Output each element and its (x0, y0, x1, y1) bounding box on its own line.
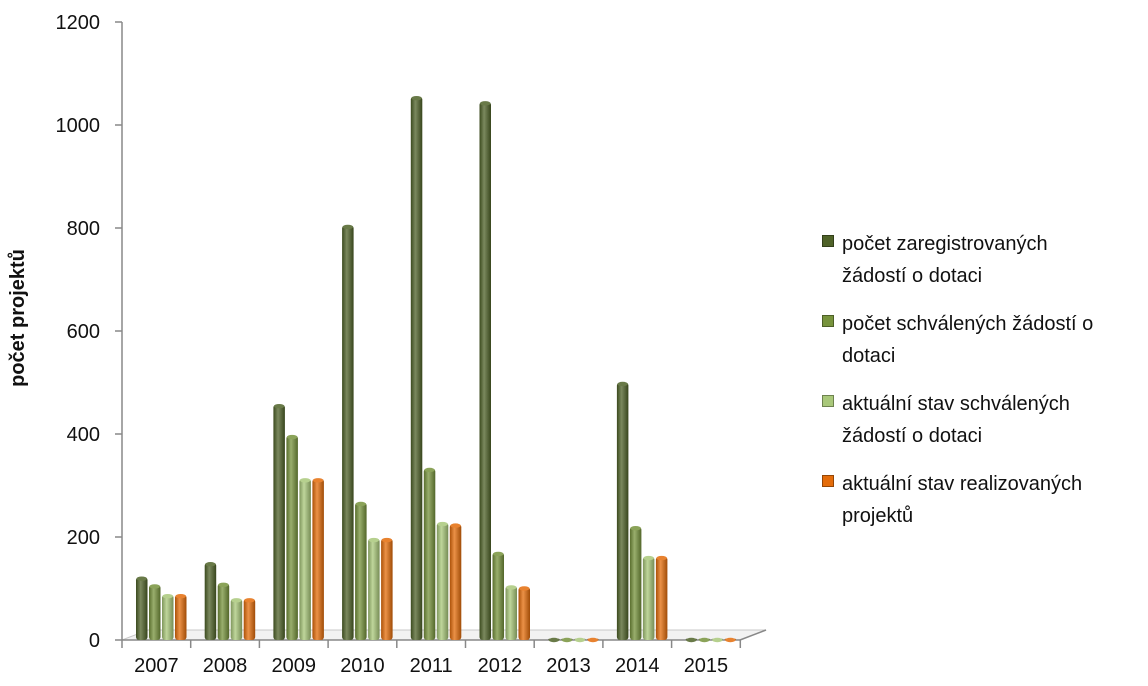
bar (175, 594, 187, 640)
legend-swatch-approved (822, 315, 834, 327)
x-tick-label: 2008 (203, 655, 248, 677)
bar-top (218, 582, 229, 588)
bar (436, 522, 449, 640)
bar (243, 598, 256, 640)
y-tick-label: 400 (67, 424, 100, 446)
bar-top (493, 551, 504, 557)
x-tick-label: 2010 (340, 655, 385, 677)
y-tick-label: 1000 (56, 115, 101, 137)
legend-item: aktuální stav realizovaných projektů (822, 468, 1142, 532)
legend-swatch-registered (822, 235, 834, 247)
bar (518, 586, 530, 640)
x-tick-label: 2011 (410, 655, 453, 677)
bar (136, 577, 148, 640)
legend-label: počet schválených žádostí o dotaci (842, 313, 1094, 367)
bar (410, 96, 423, 641)
bar (368, 538, 380, 640)
bar-top (686, 637, 697, 643)
bar (230, 598, 243, 640)
bar (381, 538, 393, 640)
bar (342, 225, 354, 641)
bar-top (437, 521, 448, 527)
y-tick-label: 0 (89, 630, 100, 652)
y-tick-label: 600 (67, 321, 100, 343)
bar (149, 584, 161, 640)
bar-top (286, 434, 298, 440)
bar-top (561, 637, 573, 643)
bar-top (480, 101, 491, 106)
x-tick-label: 2014 (615, 655, 660, 677)
bar-top (355, 501, 367, 507)
bar-top (244, 598, 255, 603)
y-tick-label: 200 (67, 527, 100, 549)
bar (312, 478, 324, 640)
y-tick-label: 1200 (56, 12, 101, 34)
y-tick-label: 800 (67, 218, 100, 240)
bar-top (656, 555, 667, 561)
bar (492, 552, 504, 640)
bar (505, 585, 517, 640)
bar-top (162, 593, 173, 599)
bar (479, 101, 491, 640)
bar-top (587, 637, 599, 643)
bar-top (712, 637, 723, 643)
legend-label: počet zaregistrovaných žádostí o dotaci (842, 233, 1048, 287)
x-tick-label: 2009 (272, 655, 317, 677)
bar (273, 404, 285, 640)
x-tick-label: 2013 (546, 655, 591, 677)
bar-top (630, 526, 641, 531)
legend-label: aktuální stav schválených žádostí o dota… (842, 393, 1070, 447)
bar-top (342, 224, 354, 230)
legend-item: aktuální stav schválených žádostí o dota… (822, 388, 1142, 452)
bar-top (299, 478, 311, 483)
bar (204, 562, 217, 640)
bar-top (175, 593, 186, 599)
bar-top (273, 403, 285, 409)
bar-top (643, 555, 654, 561)
bar (616, 382, 629, 640)
bar (423, 468, 436, 640)
bar-top (312, 478, 324, 483)
bar-top (548, 637, 560, 643)
bar-top (368, 537, 380, 543)
bar-top (136, 576, 147, 581)
x-tick-label: 2012 (478, 655, 523, 677)
bar-top (617, 381, 628, 387)
bar-top (699, 637, 710, 643)
y-axis-ticks: 0 200 400 600 800 1000 1200 (56, 12, 122, 652)
bar (355, 502, 367, 640)
bar-top (725, 637, 736, 643)
bar (299, 478, 311, 640)
bar-top (149, 584, 160, 589)
bar-top (450, 523, 461, 528)
bar-top (424, 467, 435, 473)
bar-top (205, 562, 216, 567)
bar-top (574, 637, 586, 643)
x-tick-label: 2015 (684, 655, 729, 677)
bars (136, 95, 737, 643)
bar (655, 556, 668, 640)
bar-top (506, 585, 517, 590)
bar (629, 526, 642, 640)
legend: počet zaregistrovaných žádostí o dotaci … (822, 228, 1142, 548)
legend-swatch-current-approved (822, 395, 834, 407)
bar-top (381, 537, 393, 543)
bar (162, 594, 174, 640)
legend-label: aktuální stav realizovaných projektů (842, 473, 1083, 527)
bar-top (231, 598, 242, 603)
bar (217, 583, 230, 640)
x-axis-depth-line (739, 629, 767, 641)
x-tick-label: 2007 (134, 655, 179, 677)
bar (286, 435, 298, 640)
legend-swatch-realized (822, 475, 834, 487)
bar (449, 524, 462, 640)
bar-top (411, 95, 422, 101)
legend-item: počet zaregistrovaných žádostí o dotaci (822, 228, 1142, 292)
bar (642, 556, 655, 640)
legend-item: počet schválených žádostí o dotaci (822, 308, 1142, 372)
bar-top (519, 586, 530, 591)
y-axis-label: počet projektů (7, 249, 29, 387)
x-axis-ticks: 2007 2008 2009 2010 2011 2012 2013 2014 2015 (121, 640, 742, 677)
